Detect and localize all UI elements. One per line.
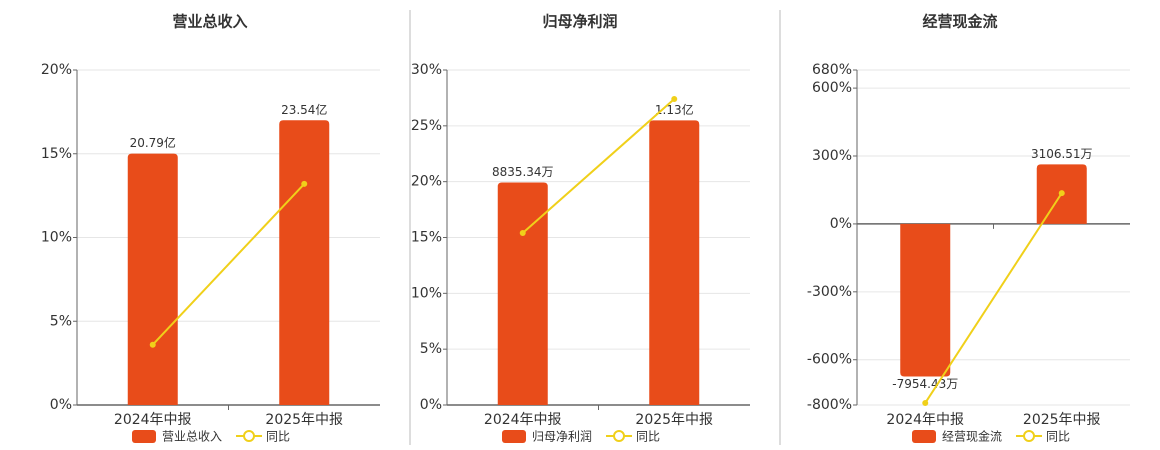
y-tick-label: 0%	[420, 397, 442, 413]
legend-item: 同比	[236, 430, 290, 444]
chart-title: 经营现金流	[922, 13, 997, 31]
legend-item: 经营现金流	[912, 429, 1002, 444]
line	[152, 183, 305, 346]
y-tick-label: 20%	[41, 62, 72, 78]
chart-title: 营业总收入	[172, 13, 247, 31]
y-tick-label: 0%	[830, 216, 852, 232]
value-label: 23.54亿	[281, 102, 327, 117]
line	[522, 98, 675, 234]
legend-swatch	[1023, 430, 1036, 442]
legend-item: 同比	[1016, 430, 1070, 444]
x-tick-label: 2024年中报	[484, 412, 562, 428]
line	[924, 192, 1063, 404]
y-tick-label: 30%	[411, 62, 442, 78]
legend-label: 同比	[636, 430, 660, 444]
line-point	[301, 180, 308, 187]
y-tick-label: 0%	[50, 397, 72, 413]
legend-swatch	[132, 430, 156, 443]
value-label: 20.79亿	[130, 135, 176, 150]
y-tick-label: 600%	[812, 80, 852, 96]
legend-label: 营业总收入	[162, 430, 222, 444]
bar	[497, 182, 548, 405]
legend-label: 同比	[1046, 430, 1070, 444]
y-tick-label: 10%	[41, 230, 72, 246]
y-tick-label: 680%	[812, 62, 852, 78]
y-tick-label: 15%	[411, 230, 442, 246]
legend-swatch	[502, 430, 526, 443]
y-tick-label: 300%	[812, 148, 852, 164]
legend-swatch	[912, 430, 936, 443]
y-tick-label: -600%	[807, 352, 852, 368]
y-tick-label: -300%	[807, 284, 852, 300]
value-label: 1.13亿	[655, 102, 694, 117]
y-tick-label: 20%	[411, 174, 442, 190]
y-tick-label: 25%	[411, 118, 442, 134]
legend-item: 归母净利润	[502, 430, 592, 444]
legend-label: 同比	[266, 430, 290, 444]
value-label: -7954.43万	[892, 377, 958, 391]
bar	[127, 153, 178, 405]
y-tick-label: 10%	[411, 285, 442, 301]
line-point	[149, 341, 156, 348]
bar	[900, 223, 951, 377]
legend-swatch	[243, 430, 256, 442]
legend-label: 经营现金流	[942, 429, 1002, 444]
legend-label: 归母净利润	[532, 430, 592, 444]
x-tick-label: 2024年中报	[114, 412, 192, 428]
y-tick-label: -800%	[807, 397, 852, 413]
value-label: 3106.51万	[1031, 147, 1093, 161]
x-tick-label: 2025年中报	[265, 412, 343, 428]
legend-item: 同比	[606, 430, 660, 444]
x-tick-label: 2025年中报	[635, 412, 713, 428]
line-point	[671, 96, 678, 103]
y-tick-label: 15%	[41, 146, 72, 162]
line-point	[519, 230, 526, 237]
bar	[279, 120, 330, 405]
x-tick-label: 2024年中报	[886, 412, 964, 428]
line-point	[1058, 190, 1065, 197]
line-point	[922, 399, 929, 406]
x-tick-label: 2025年中报	[1023, 412, 1101, 428]
value-label: 8835.34万	[492, 165, 554, 179]
legend-swatch	[613, 430, 626, 442]
y-tick-label: 5%	[420, 341, 442, 357]
chart-title: 归母净利润	[542, 13, 617, 31]
y-tick-label: 5%	[50, 313, 72, 329]
legend-item: 营业总收入	[132, 430, 222, 444]
bar	[649, 120, 700, 405]
